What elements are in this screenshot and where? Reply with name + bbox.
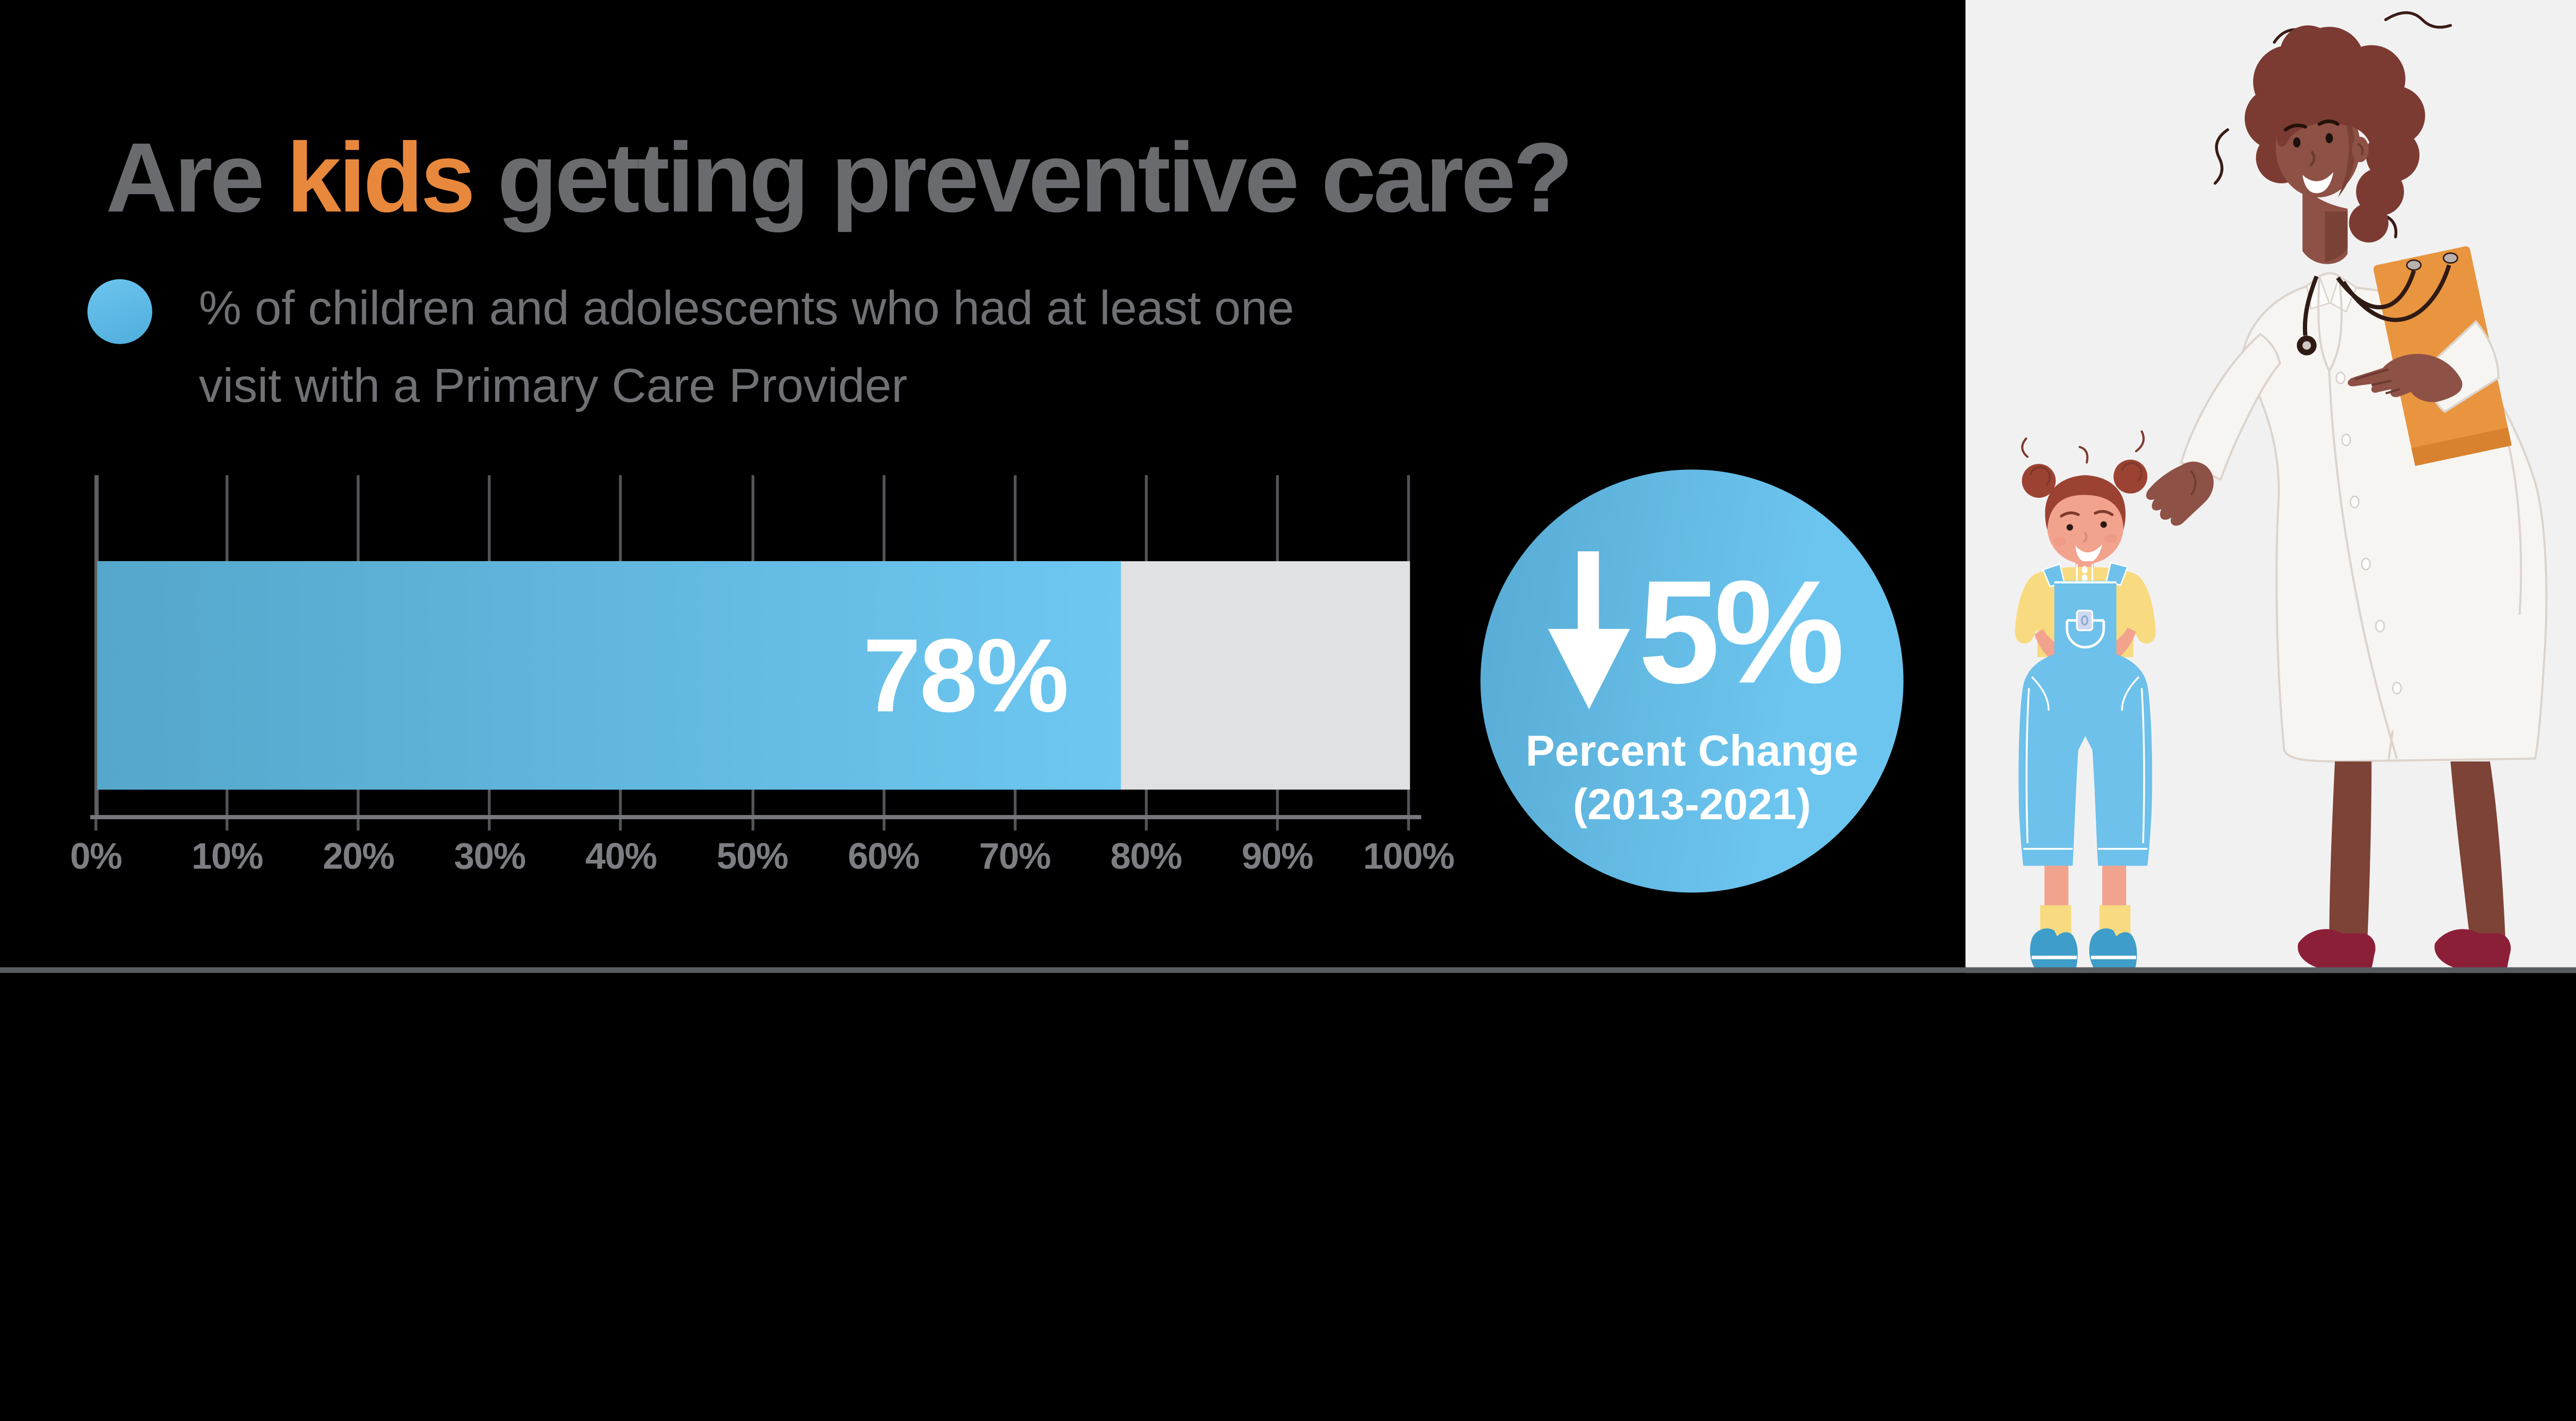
stethoscope-tubes (2336, 264, 2451, 322)
doctor-ear (2351, 137, 2369, 162)
coat-buttons (2335, 371, 2402, 695)
axis-tick (1407, 819, 1410, 831)
badge-label-line1: Percent Change (1526, 726, 1859, 776)
axis-tick (488, 819, 492, 831)
doctor-leg (2329, 761, 2372, 942)
gridline (882, 475, 885, 815)
doctor-leg (2450, 761, 2506, 942)
doctor-figure (2146, 11, 2548, 969)
doctor-hand (2146, 461, 2214, 526)
axis-tick-label: 30% (454, 835, 526, 877)
axis-tick (882, 819, 885, 831)
gridline (619, 475, 622, 815)
axis-tick (94, 819, 97, 831)
gridline (1276, 475, 1279, 815)
axis-tick (1276, 819, 1279, 831)
child-overalls-pants (2018, 654, 2153, 866)
gridline (1407, 475, 1410, 815)
axis-tick-label: 40% (585, 835, 657, 877)
axis-tick-label: 10% (191, 835, 264, 877)
axis-tick-label: 100% (1363, 835, 1455, 877)
gridline (357, 475, 360, 815)
axis-tick-label: 90% (1242, 835, 1314, 877)
child-hair-bun (2113, 460, 2148, 494)
child-shoe (2030, 928, 2078, 970)
axis-tick-label: 70% (979, 835, 1051, 877)
axis-tick (226, 819, 229, 831)
child-shoe (2089, 928, 2137, 970)
doctor-hand-on-folder (2347, 353, 2463, 402)
badge-value: 5% (1638, 551, 1844, 715)
badge-label-line2: (2013-2021) (1572, 780, 1811, 830)
child-figure (2014, 430, 2156, 970)
axis-tick (1013, 819, 1016, 831)
title-suffix: getting preventive care? (472, 123, 1573, 233)
axis-tick (1144, 819, 1148, 831)
legend-marker-icon (87, 279, 152, 344)
doctor-eyebrows (2283, 119, 2340, 132)
bar-track: 78% (97, 561, 1410, 790)
axis-tick (357, 819, 360, 831)
axis-tick-label: 50% (716, 835, 789, 877)
gridline (1144, 475, 1148, 815)
gridline (94, 475, 99, 815)
bar-fill: 78% (97, 561, 1122, 790)
axis-tick-label: 0% (70, 835, 122, 877)
doctor-heel (2434, 929, 2511, 969)
title-highlight: kids (286, 123, 476, 233)
axis-tick-label: 80% (1110, 835, 1182, 877)
legend: % of children and adolescents who had at… (87, 270, 1294, 426)
title-prefix: Are (106, 123, 287, 233)
floor-line (0, 967, 2576, 973)
doctor-extended-arm (2180, 333, 2281, 481)
doctor-and-child-illustration (2014, 11, 2548, 970)
gridline (488, 475, 492, 815)
percent-change-badge: 5% Percent Change (2013-2021) (1480, 469, 1904, 893)
overalls-buckle (2076, 610, 2093, 631)
child-hair (2045, 475, 2126, 531)
gridline (751, 475, 754, 815)
plot-area (94, 475, 1410, 815)
axis-tick-label: 20% (323, 835, 395, 877)
gridline (1013, 475, 1016, 815)
down-arrow-icon (1548, 551, 1630, 709)
stethoscope-tube (2302, 275, 2319, 336)
legend-text: % of children and adolescents who had at… (199, 270, 1294, 426)
legend-line-2: visit with a Primary Care Provider (198, 359, 908, 413)
x-axis-line (90, 815, 1421, 820)
illustration-panel (1965, 0, 2576, 973)
axis-tick (619, 819, 622, 831)
child-face (2047, 490, 2124, 564)
gridline (226, 475, 229, 815)
page-title: Are kids getting preventive care? (106, 121, 1573, 234)
axis-tick (751, 819, 754, 831)
bar-value-label: 78% (863, 617, 1069, 734)
child-smile (2075, 544, 2103, 563)
infographic: Are kids getting preventive care? % of c… (0, 0, 2576, 973)
axis-tick-label: 60% (848, 835, 920, 877)
legend-line-1: % of children and adolescents who had at… (198, 282, 1294, 336)
doctor-smile (2302, 172, 2334, 193)
doctor-heel (2297, 929, 2376, 969)
